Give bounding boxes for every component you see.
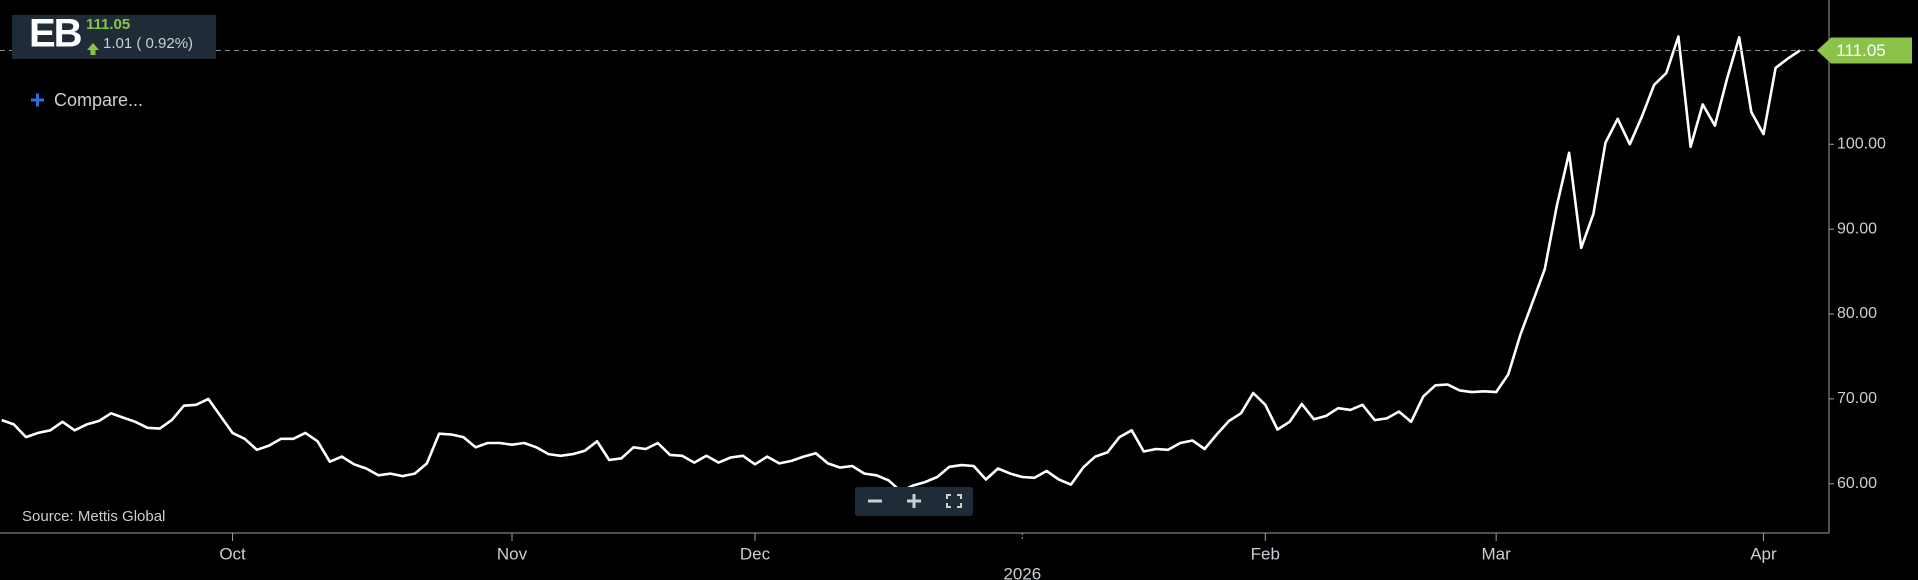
x-tick-label: Feb: [1251, 544, 1280, 563]
x-tick-label: 2026: [1003, 564, 1041, 580]
x-tick-label: Dec: [740, 544, 771, 563]
symbol: EB: [29, 12, 82, 56]
zoom-in[interactable]: [907, 494, 921, 508]
fullscreen[interactable]: [946, 494, 962, 508]
source: Source: Mettis Global: [22, 508, 165, 525]
compare-plus[interactable]: [31, 93, 44, 107]
y-tick-label: 70.00: [1837, 390, 1877, 407]
y-tick-label: 60.00: [1837, 475, 1877, 492]
y-tick-label: 100.00: [1837, 136, 1886, 153]
price-tag: [1817, 37, 1912, 64]
y-tick-label: 90.00: [1837, 220, 1877, 237]
quote-box: [12, 15, 216, 59]
last-price: 111.05: [86, 16, 130, 33]
x-tick-label: Apr: [1750, 544, 1777, 563]
y-tick-label: 80.00: [1837, 305, 1877, 322]
price-tag-label: 111.05: [1836, 41, 1885, 60]
compare-button[interactable]: Compare...: [54, 90, 143, 110]
x-tick-label: Mar: [1482, 544, 1512, 563]
x-tick-label: Nov: [497, 544, 528, 563]
up-arrow: [87, 43, 99, 55]
x-tick-label: Oct: [219, 544, 246, 563]
change: 1.01 ( 0.92%): [103, 35, 193, 52]
